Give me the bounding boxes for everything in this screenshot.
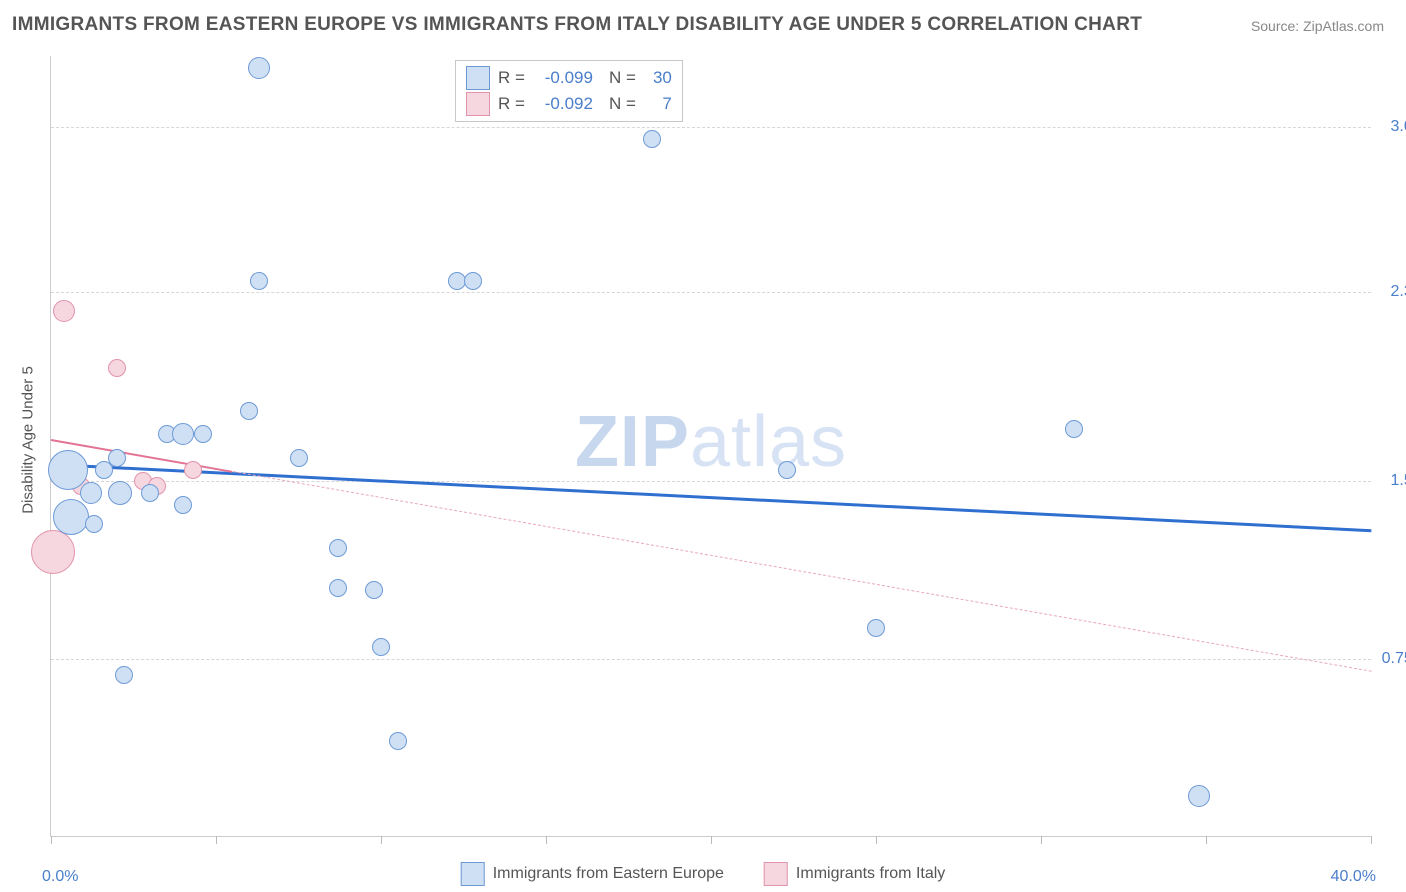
watermark-zip: ZIP bbox=[575, 402, 690, 482]
stats-row-series2: R = -0.092 N = 7 bbox=[466, 91, 672, 117]
x-tick bbox=[876, 836, 877, 844]
data-point bbox=[31, 530, 75, 574]
x-min-label: 0.0% bbox=[42, 868, 78, 886]
legend-label-1: Immigrants from Eastern Europe bbox=[493, 865, 724, 883]
n-value-1: 30 bbox=[644, 68, 672, 88]
data-point bbox=[53, 499, 89, 535]
gridline bbox=[51, 292, 1371, 293]
plot-area: ZIPatlas 0.75%1.5%2.3%3.0% bbox=[50, 56, 1371, 837]
data-point bbox=[194, 425, 212, 443]
data-point bbox=[108, 449, 126, 467]
y-tick-label: 0.75% bbox=[1377, 650, 1406, 668]
x-tick bbox=[1041, 836, 1042, 844]
gridline bbox=[51, 659, 1371, 660]
data-point bbox=[329, 579, 347, 597]
data-point bbox=[184, 461, 202, 479]
swatch-series1 bbox=[466, 66, 490, 90]
gridline bbox=[51, 127, 1371, 128]
data-point bbox=[329, 539, 347, 557]
legend-label-2: Immigrants from Italy bbox=[796, 865, 945, 883]
data-point bbox=[389, 732, 407, 750]
series-legend: Immigrants from Eastern Europe Immigrant… bbox=[461, 862, 946, 886]
x-tick bbox=[1206, 836, 1207, 844]
swatch-series1-bottom bbox=[461, 862, 485, 886]
n-label: N = bbox=[609, 68, 636, 88]
x-tick bbox=[711, 836, 712, 844]
data-point bbox=[85, 515, 103, 533]
data-point bbox=[248, 57, 270, 79]
watermark: ZIPatlas bbox=[575, 401, 847, 483]
r-value-2: -0.092 bbox=[533, 94, 593, 114]
swatch-series2-bottom bbox=[764, 862, 788, 886]
chart-title: IMMIGRANTS FROM EASTERN EUROPE VS IMMIGR… bbox=[12, 14, 1142, 36]
data-point bbox=[141, 484, 159, 502]
gridline bbox=[51, 481, 1371, 482]
data-point bbox=[250, 272, 268, 290]
data-point bbox=[53, 300, 75, 322]
data-point bbox=[867, 619, 885, 637]
data-point bbox=[643, 130, 661, 148]
data-point bbox=[290, 449, 308, 467]
y-tick-label: 1.5% bbox=[1377, 472, 1406, 490]
stats-row-series1: R = -0.099 N = 30 bbox=[466, 65, 672, 91]
y-tick-label: 3.0% bbox=[1377, 118, 1406, 136]
x-tick bbox=[216, 836, 217, 844]
source-label: Source: ZipAtlas.com bbox=[1251, 18, 1384, 34]
n-value-2: 7 bbox=[644, 94, 672, 114]
data-point bbox=[108, 481, 132, 505]
y-axis-label: Disability Age Under 5 bbox=[20, 366, 37, 514]
data-point bbox=[1065, 420, 1083, 438]
data-point bbox=[172, 423, 194, 445]
data-point bbox=[240, 402, 258, 420]
data-point bbox=[80, 482, 102, 504]
r-label: R = bbox=[498, 94, 525, 114]
r-value-1: -0.099 bbox=[533, 68, 593, 88]
stats-legend: R = -0.099 N = 30 R = -0.092 N = 7 bbox=[455, 60, 683, 122]
data-point bbox=[108, 359, 126, 377]
x-tick bbox=[381, 836, 382, 844]
n-label: N = bbox=[609, 94, 636, 114]
data-point bbox=[1188, 785, 1210, 807]
data-point bbox=[448, 272, 466, 290]
data-point bbox=[778, 461, 796, 479]
legend-item-series2: Immigrants from Italy bbox=[764, 862, 945, 886]
legend-item-series1: Immigrants from Eastern Europe bbox=[461, 862, 724, 886]
x-max-label: 40.0% bbox=[1331, 868, 1376, 886]
data-point bbox=[372, 638, 390, 656]
y-tick-label: 2.3% bbox=[1377, 283, 1406, 301]
x-tick bbox=[51, 836, 52, 844]
x-tick bbox=[546, 836, 547, 844]
data-point bbox=[174, 496, 192, 514]
data-point bbox=[365, 581, 383, 599]
watermark-atlas: atlas bbox=[690, 402, 847, 482]
data-point bbox=[115, 666, 133, 684]
data-point bbox=[464, 272, 482, 290]
r-label: R = bbox=[498, 68, 525, 88]
x-tick bbox=[1371, 836, 1372, 844]
data-point bbox=[48, 450, 88, 490]
swatch-series2 bbox=[466, 92, 490, 116]
